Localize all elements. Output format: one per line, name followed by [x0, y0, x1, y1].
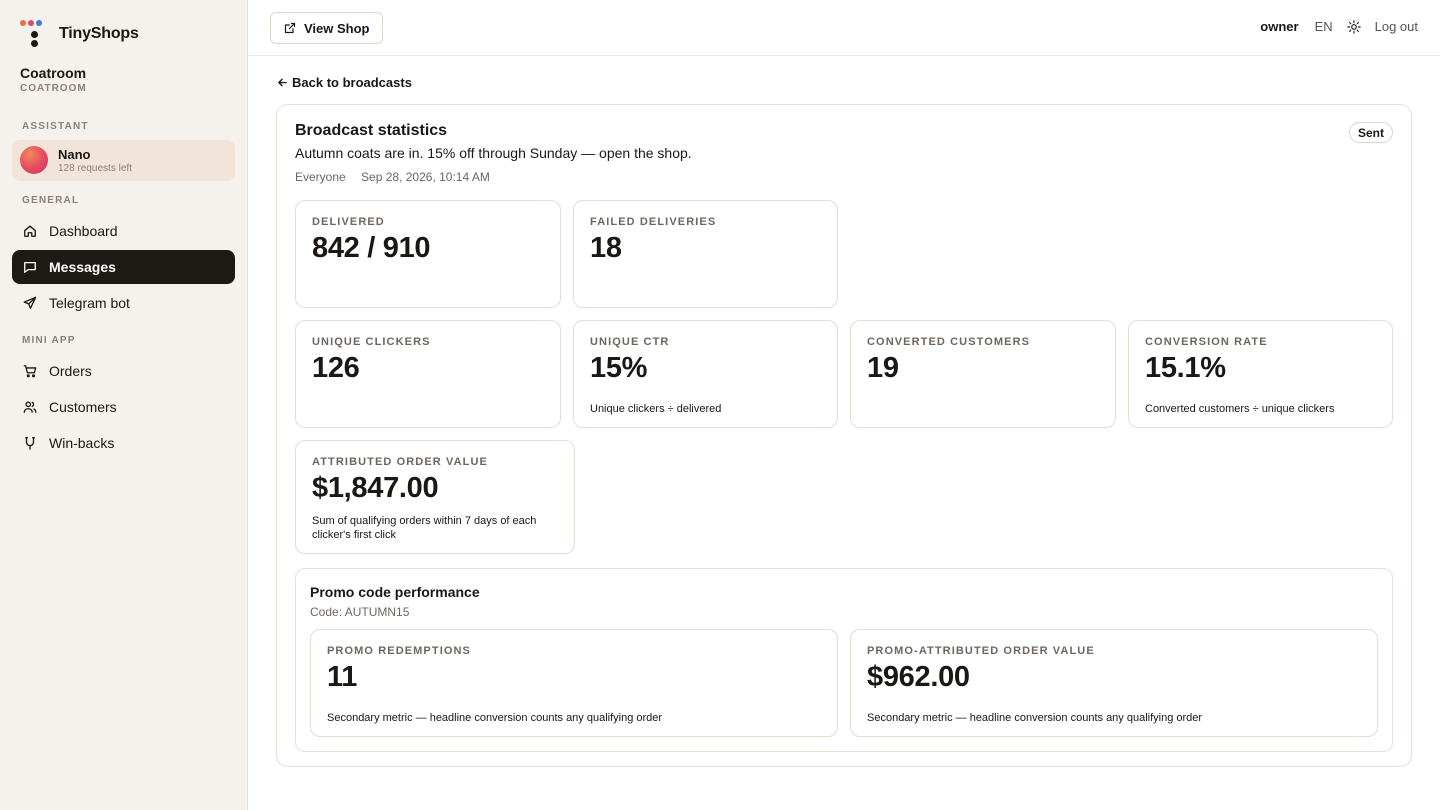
metric-label: FAILED DELIVERIES — [590, 216, 717, 228]
brand[interactable]: TinyShops — [20, 20, 139, 48]
metric-label: DELIVERED — [312, 216, 385, 228]
assistant-card[interactable]: Nano 128 requests left — [12, 140, 235, 181]
metric-label: CONVERTED CUSTOMERS — [867, 336, 1031, 348]
metric-card-converted-customers: CONVERTED CUSTOMERS 19 — [850, 320, 1116, 428]
broadcast-meta: Everyone Sep 28, 2026, 10:14 AM — [295, 170, 490, 184]
arrow-left-icon — [278, 78, 287, 87]
promo-section-title: Promo code performance — [310, 584, 480, 600]
metric-value: $1,847.00 — [312, 472, 439, 504]
sidebar-item-customers[interactable]: Customers — [12, 390, 235, 424]
metric-label: PROMO REDEMPTIONS — [327, 645, 471, 657]
metric-note: Unique clickers ÷ delivered — [590, 403, 722, 415]
metric-value: 126 — [312, 352, 360, 384]
status-badge: Sent — [1348, 122, 1393, 143]
metric-note-line-1: Sum of qualifying orders within 7 days o… — [312, 515, 537, 527]
topbar: View Shop owner EN Log out — [248, 0, 1440, 56]
sidebar-item-dashboard[interactable]: Dashboard — [12, 214, 235, 248]
metric-card-failed-deliveries: FAILED DELIVERIES 18 — [573, 200, 838, 308]
sidebar: TinyShops Coatroom COATROOM ASSISTANT Na… — [0, 0, 248, 810]
metric-label: CONVERSION RATE — [1145, 336, 1268, 348]
home-icon — [24, 225, 36, 237]
broadcast-audience: Everyone — [295, 170, 346, 184]
sidebar-item-label: Customers — [49, 399, 117, 415]
external-link-icon — [284, 22, 296, 34]
theme-toggle-sun-icon[interactable] — [1346, 19, 1361, 34]
sidebar-item-win-backs[interactable]: Win-backs — [12, 426, 235, 460]
sidebar-item-label: Dashboard — [49, 223, 118, 239]
avatar — [20, 146, 48, 174]
metric-value: 19 — [867, 352, 899, 384]
promo-code-performance-section: Promo code performance Code: AUTUMN15 PR… — [295, 568, 1393, 752]
user-name[interactable]: owner — [1260, 19, 1299, 34]
metric-note: Secondary metric — headline conversion c… — [867, 712, 1203, 724]
back-to-broadcasts-link[interactable]: Back to broadcasts — [277, 75, 412, 90]
metric-card-promo-redemptions: PROMO REDEMPTIONS 11 Secondary metric — … — [310, 629, 838, 737]
sidebar-item-messages[interactable]: Messages — [12, 250, 235, 284]
metric-card-promo-order-value: PROMO-ATTRIBUTED ORDER VALUE $962.00 Sec… — [850, 629, 1378, 737]
view-shop-label: View Shop — [304, 20, 370, 36]
brand-name: TinyShops — [59, 25, 139, 42]
broadcast-message: Autumn coats are in. 15% off through Sun… — [295, 145, 692, 161]
metric-card-attributed-order-value: ATTRIBUTED ORDER VALUE $1,847.00 Sum of … — [295, 440, 575, 554]
view-shop-button[interactable]: View Shop — [270, 12, 383, 44]
metric-label: ATTRIBUTED ORDER VALUE — [312, 456, 488, 468]
sidebar-item-label: Win-backs — [49, 435, 115, 451]
cart-icon — [23, 365, 37, 378]
send-icon — [23, 296, 37, 309]
users-icon — [23, 401, 37, 413]
section-label-general: GENERAL — [22, 195, 80, 206]
metric-value: 18 — [590, 232, 622, 264]
metric-value: 15.1% — [1145, 352, 1226, 384]
message-icon — [24, 261, 36, 273]
sidebar-item-orders[interactable]: Orders — [12, 354, 235, 388]
metric-note: Secondary metric — headline conversion c… — [327, 712, 663, 724]
promo-code: Code: AUTUMN15 — [310, 605, 410, 619]
broadcast-statistics-panel: Broadcast statistics Autumn coats are in… — [276, 104, 1412, 767]
section-label-mini-app: MINI APP — [22, 335, 76, 346]
broadcast-date: Sep 28, 2026, 10:14 AM — [361, 170, 490, 184]
assistant-requests-left: 128 requests left — [58, 163, 132, 174]
metric-note-line-2: clicker's first click — [312, 529, 396, 541]
assistant-name: Nano — [58, 147, 91, 162]
magnet-icon — [24, 437, 36, 450]
tinyshops-logo-icon — [20, 20, 48, 48]
logout-link[interactable]: Log out — [1374, 19, 1418, 34]
metric-card-unique-clickers: UNIQUE CLICKERS 126 — [295, 320, 561, 428]
page-title: Broadcast statistics — [295, 122, 448, 139]
metric-value: 842 / 910 — [312, 232, 431, 264]
metric-card-unique-ctr: UNIQUE CTR 15% Unique clickers ÷ deliver… — [573, 320, 838, 428]
shop-slug: COATROOM — [20, 83, 87, 94]
metric-label: UNIQUE CLICKERS — [312, 336, 431, 348]
sidebar-item-label: Orders — [49, 363, 92, 379]
section-label-assistant: ASSISTANT — [22, 121, 89, 132]
sidebar-item-label: Telegram bot — [49, 295, 130, 311]
language-switch[interactable]: EN — [1314, 19, 1333, 34]
metric-card-delivered: DELIVERED 842 / 910 — [295, 200, 561, 308]
metric-value: $962.00 — [867, 661, 970, 693]
back-link-label: Back to broadcasts — [292, 75, 412, 90]
metric-note: Converted customers ÷ unique clickers — [1145, 403, 1335, 415]
metric-label: UNIQUE CTR — [590, 336, 670, 348]
metric-value: 15% — [590, 352, 648, 384]
shop-name: Coatroom — [20, 65, 87, 81]
sidebar-item-label: Messages — [49, 259, 116, 275]
metric-value: 11 — [327, 661, 358, 693]
metric-label: PROMO-ATTRIBUTED ORDER VALUE — [867, 645, 1095, 657]
sidebar-item-telegram-bot[interactable]: Telegram bot — [12, 286, 235, 320]
metric-card-conversion-rate: CONVERSION RATE 15.1% Converted customer… — [1128, 320, 1393, 428]
topbar-user-controls: owner EN Log out — [1260, 19, 1418, 34]
